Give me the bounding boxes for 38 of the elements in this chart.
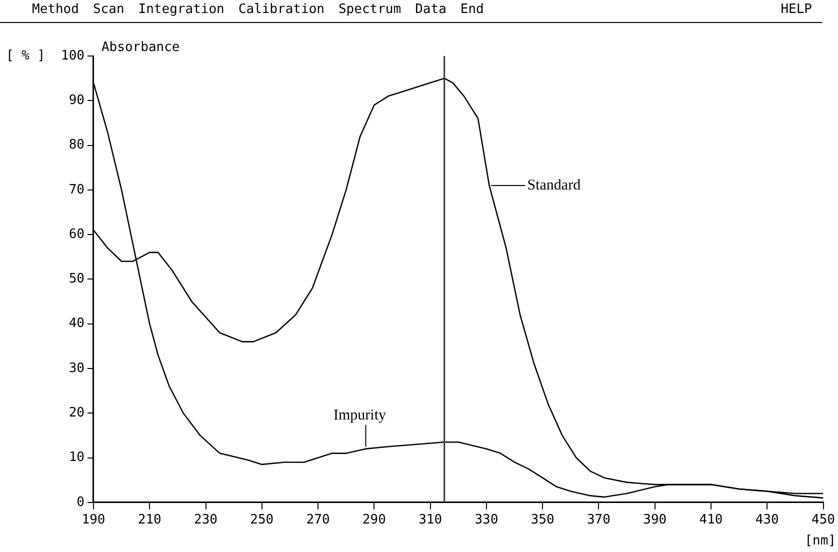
x-tick-label: 210: [138, 512, 162, 528]
text: Integration: [138, 2, 224, 19]
y-axis-title: [ % ]: [6, 48, 46, 64]
y-tick-label: 50: [68, 272, 84, 287]
x-tick-label: 310: [418, 512, 442, 528]
x-tick-label: 410: [699, 512, 723, 528]
y-tick-label: 0: [76, 494, 84, 510]
text: Calibration: [238, 2, 324, 19]
x-tick-label: 250: [250, 512, 274, 528]
y-tick-label: 20: [68, 405, 84, 420]
text: Data: [415, 2, 446, 19]
x-tick-label: 270: [306, 512, 330, 528]
y-tick-label: 70: [68, 182, 84, 198]
y-tick-label: 30: [68, 360, 84, 376]
y-tick-label: 60: [68, 226, 84, 242]
y-tick-label: 100: [60, 48, 84, 64]
chart-title: Absorbance: [101, 40, 180, 55]
text: HELP: [780, 2, 812, 19]
x-tick-label: 450: [812, 512, 835, 528]
x-axis-title: [nm]: [804, 533, 836, 548]
x-tick-label: 350: [530, 512, 554, 528]
text: Spectrum: [338, 2, 402, 19]
x-tick-label: 330: [474, 512, 498, 528]
text: Scan: [92, 2, 124, 19]
x-tick-label: 230: [194, 512, 218, 528]
x-tick-label: 390: [643, 512, 667, 528]
annotation: Impurity: [333, 407, 386, 424]
x-tick-label: 290: [362, 512, 386, 528]
y-tick-label: 10: [68, 450, 84, 466]
x-tick-label: 190: [82, 512, 106, 528]
text: Method: [32, 2, 79, 19]
y-tick-label: 40: [68, 316, 84, 332]
y-tick-label: 80: [68, 138, 84, 153]
x-tick-label: 430: [755, 512, 779, 528]
text: End: [460, 2, 484, 19]
y-tick-label: 90: [68, 93, 84, 108]
x-tick-label: 370: [586, 512, 610, 528]
annotation: Standard: [527, 177, 582, 194]
